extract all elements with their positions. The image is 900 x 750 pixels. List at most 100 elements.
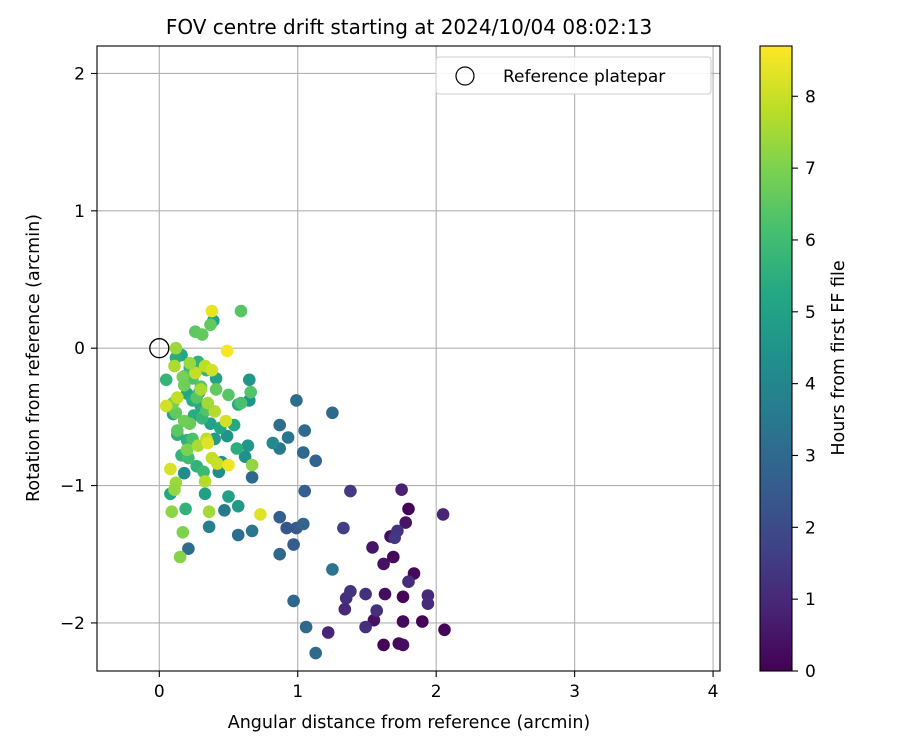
data-point bbox=[396, 615, 410, 628]
y-tick-label: 0 bbox=[74, 339, 85, 359]
data-point bbox=[245, 524, 259, 538]
data-point bbox=[245, 458, 259, 472]
data-point bbox=[182, 542, 195, 555]
data-point bbox=[198, 475, 212, 488]
data-point bbox=[396, 638, 410, 652]
data-point bbox=[416, 615, 429, 628]
data-point bbox=[309, 646, 323, 660]
colorbar-frame bbox=[759, 45, 793, 672]
data-point bbox=[211, 457, 224, 470]
x-tick-label: 3 bbox=[569, 682, 580, 702]
data-point bbox=[159, 373, 173, 387]
data-point bbox=[218, 504, 231, 517]
colorbar-tick-label: 3 bbox=[805, 446, 816, 466]
data-point bbox=[388, 531, 402, 545]
data-point bbox=[402, 575, 415, 588]
data-point bbox=[321, 626, 335, 639]
data-point bbox=[337, 521, 350, 535]
y-axis-title: Rotation from reference (arcmin) bbox=[24, 214, 44, 502]
data-point bbox=[273, 418, 287, 432]
data-point bbox=[219, 414, 233, 428]
data-point bbox=[230, 442, 244, 455]
legend-label: Reference platepar bbox=[503, 67, 665, 87]
data-point bbox=[370, 604, 384, 617]
data-point bbox=[243, 373, 256, 387]
data-point bbox=[198, 487, 212, 501]
data-point bbox=[290, 394, 303, 407]
colorbar: 0 1 2 3 4 5 6 7 8 Hours from first FF file bbox=[759, 45, 849, 682]
data-point bbox=[231, 528, 245, 542]
data-point bbox=[396, 590, 410, 604]
data-point bbox=[366, 541, 379, 554]
x-axis-ticks: 0 1 2 3 4 bbox=[154, 671, 718, 702]
data-point bbox=[165, 505, 179, 518]
reference-marker-layer bbox=[149, 338, 170, 359]
colorbar-tick-label: 7 bbox=[805, 159, 816, 179]
data-point bbox=[176, 526, 190, 539]
data-point bbox=[222, 458, 235, 472]
data-point bbox=[183, 357, 197, 370]
y-tick-label: 2 bbox=[74, 64, 85, 84]
data-point bbox=[399, 516, 413, 529]
colorbar-tick-label: 4 bbox=[805, 375, 816, 395]
data-point bbox=[377, 638, 390, 652]
data-point bbox=[298, 484, 312, 498]
data-point bbox=[220, 344, 234, 358]
data-point bbox=[359, 587, 372, 601]
data-point bbox=[273, 510, 287, 524]
data-point bbox=[197, 465, 210, 479]
legend-marker bbox=[455, 66, 475, 86]
data-point bbox=[234, 396, 248, 410]
data-point bbox=[254, 508, 267, 521]
data-point bbox=[359, 620, 372, 634]
data-point bbox=[195, 328, 209, 341]
data-point bbox=[169, 341, 183, 355]
data-point bbox=[171, 424, 184, 437]
data-point bbox=[204, 318, 217, 332]
data-point bbox=[234, 304, 248, 318]
data-point bbox=[377, 557, 390, 571]
data-point bbox=[177, 414, 191, 428]
data-point bbox=[194, 383, 208, 396]
data-point bbox=[281, 431, 295, 444]
y-tick-label: −2 bbox=[60, 614, 85, 634]
data-point bbox=[179, 502, 192, 516]
data-point bbox=[201, 396, 215, 410]
data-point bbox=[436, 508, 450, 521]
data-point bbox=[177, 379, 191, 392]
colorbar-tick-label: 0 bbox=[805, 662, 816, 682]
data-point bbox=[299, 620, 313, 634]
data-point bbox=[205, 363, 219, 377]
data-point bbox=[168, 483, 181, 497]
data-point bbox=[326, 563, 339, 576]
data-point bbox=[180, 443, 194, 457]
data-points bbox=[159, 304, 451, 660]
data-point bbox=[169, 406, 183, 420]
data-point bbox=[231, 499, 245, 513]
data-point bbox=[280, 521, 294, 535]
colorbar-gradient bbox=[760, 46, 792, 671]
data-point bbox=[344, 484, 357, 498]
data-point bbox=[297, 446, 310, 459]
colorbar-tick-label: 1 bbox=[805, 590, 816, 610]
data-point bbox=[238, 450, 252, 464]
data-point bbox=[387, 550, 400, 564]
colorbar-ticks: 0 1 2 3 4 5 6 7 8 bbox=[792, 87, 816, 682]
data-point bbox=[309, 454, 323, 468]
data-point bbox=[208, 405, 221, 418]
data-point bbox=[171, 391, 184, 404]
data-point bbox=[245, 471, 259, 484]
data-point bbox=[191, 439, 205, 453]
data-point bbox=[378, 587, 392, 601]
x-tick-label: 0 bbox=[154, 682, 165, 702]
data-point bbox=[201, 436, 215, 450]
data-point bbox=[266, 436, 280, 450]
data-point bbox=[438, 623, 451, 637]
data-point bbox=[402, 502, 415, 516]
data-point bbox=[395, 483, 408, 497]
data-point bbox=[244, 385, 257, 399]
data-point bbox=[168, 359, 181, 373]
data-point bbox=[338, 602, 352, 616]
colorbar-tick-label: 5 bbox=[805, 303, 816, 323]
